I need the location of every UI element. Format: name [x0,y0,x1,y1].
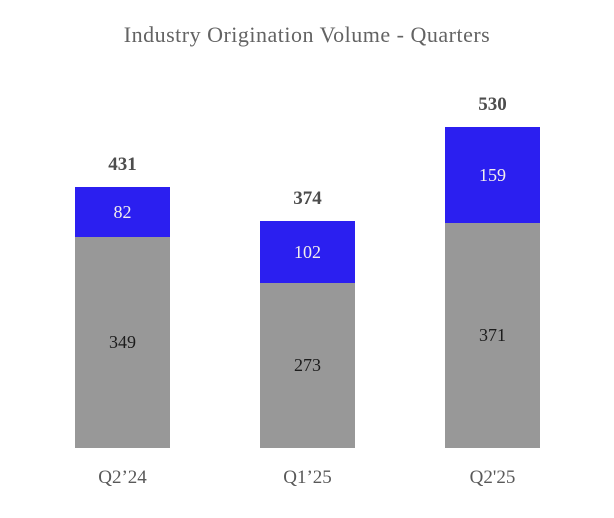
bar-segment-gray: 349 [75,237,170,448]
bar-segment-gray: 371 [445,223,540,448]
bar-total-label: 431 [108,154,137,175]
bar-segment-blue: 82 [75,187,170,237]
bar-segment-gray: 273 [260,283,355,448]
bar-total-label: 530 [478,94,507,115]
bar-total-label: 374 [293,188,322,209]
chart-title: Industry Origination Volume - Quarters [123,22,491,47]
x-axis-label: Q2’24 [98,467,147,488]
x-axis-label: Q1’25 [283,467,332,488]
bar-segment-blue: 159 [445,127,540,223]
bar-segment-blue: 102 [260,221,355,283]
x-axis-label: Q2'25 [469,467,516,488]
